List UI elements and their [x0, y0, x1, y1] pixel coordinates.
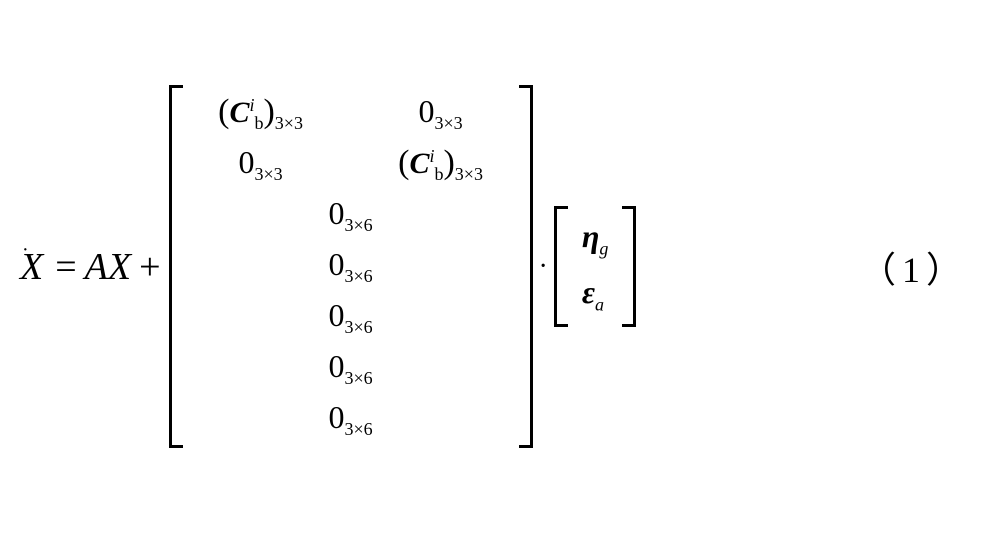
matrix-row-1: 03×3 (Cib)3×3	[201, 144, 501, 185]
dot-over-x: ·	[22, 239, 29, 262]
matrix-row-5: 03×6	[201, 348, 501, 389]
matrix-row-0: (Cib)3×3 03×3	[201, 93, 501, 134]
big-matrix-body: (Cib)3×3 03×3 03×3 (Cib)3×3 03×6 03×6	[183, 85, 519, 448]
vector-row-1: εa	[582, 274, 609, 315]
cell-0-1: 03×3	[381, 93, 501, 134]
term-ax: AX	[85, 245, 131, 289]
matrix-row-2: 03×6	[201, 195, 501, 236]
cell-1-1: (Cib)3×3	[381, 144, 501, 185]
noise-vector: ηg εa	[554, 206, 637, 327]
cell-0-0: (Cib)3×3	[201, 93, 321, 134]
matrix-row-4: 03×6	[201, 297, 501, 338]
big-matrix: (Cib)3×3 03×3 03×3 (Cib)3×3 03×6 03×6	[169, 85, 533, 448]
plus-sign: +	[131, 245, 168, 289]
equation: · X = AX + (Cib)3×3 03×3 03×3 (Ci	[0, 85, 636, 448]
bracket-left-icon	[169, 85, 183, 448]
matrix-row-3: 03×6	[201, 246, 501, 287]
equals-sign: =	[47, 245, 84, 289]
cell-1-0: 03×3	[201, 144, 321, 185]
center-dot: ·	[533, 251, 554, 283]
vector-body: ηg εa	[568, 206, 623, 327]
equation-number: （1）	[860, 241, 968, 293]
A: A	[85, 246, 108, 288]
matrix-row-6: 03×6	[201, 399, 501, 440]
X: X	[108, 246, 131, 288]
bracket-right-icon	[519, 85, 533, 448]
vec-bracket-left-icon	[554, 206, 568, 327]
lhs-xdot: · X	[20, 245, 47, 289]
vec-bracket-right-icon	[622, 206, 636, 327]
vector-row-0: ηg	[582, 218, 609, 259]
